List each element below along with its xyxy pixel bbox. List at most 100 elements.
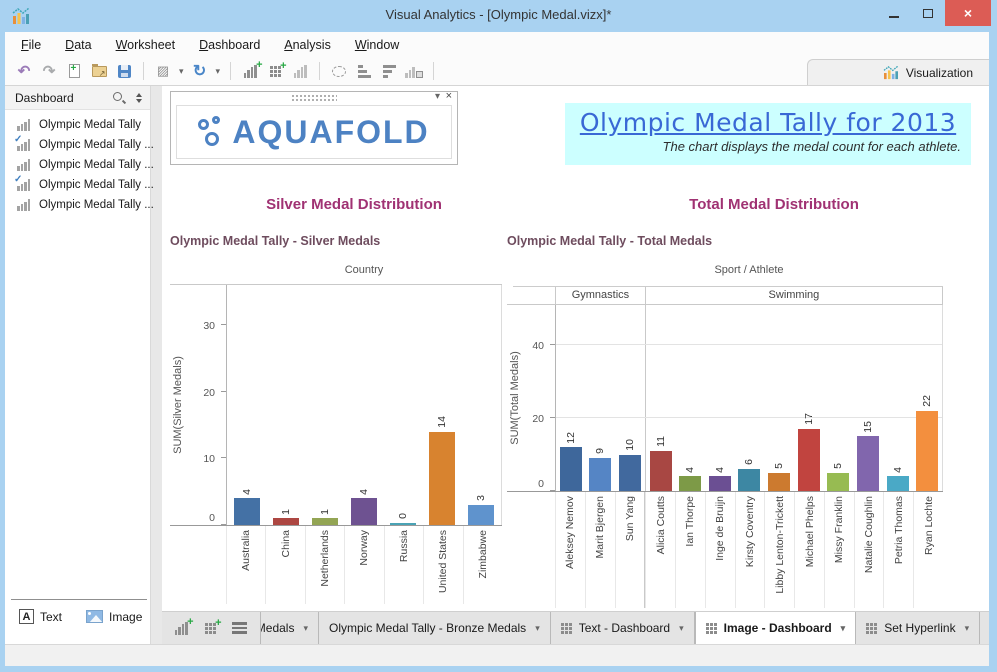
redo-icon[interactable]: ↷ xyxy=(42,63,56,80)
sidebar-item-5[interactable]: Olympic Medal Tally ... xyxy=(5,195,154,215)
menu-window[interactable]: Window xyxy=(354,37,400,52)
bar-china[interactable] xyxy=(272,518,299,525)
menu-analysis[interactable]: Analysis xyxy=(284,37,331,52)
drag-handle-icon[interactable] xyxy=(291,94,337,103)
new-dashboard-tab-icon[interactable]: + xyxy=(201,617,222,638)
bar-alicia-coutts[interactable] xyxy=(649,450,672,491)
bar-libby-lenton-trickett[interactable] xyxy=(768,472,791,491)
category-label: Natalie Coughlin xyxy=(863,496,876,574)
category-label: Alicia Coutts xyxy=(654,496,667,555)
format-icon[interactable]: ▨ xyxy=(156,63,170,78)
new-worksheet-tab-icon[interactable]: + xyxy=(172,616,194,638)
tab-olympic-medal-tally-bronze-medals[interactable]: Olympic Medal Tally - Bronze Medals ▾ xyxy=(319,612,551,644)
menu-file[interactable]: File xyxy=(21,37,42,52)
sort-ascending-icon[interactable] xyxy=(355,61,373,81)
new-file-icon[interactable] xyxy=(65,61,83,81)
tab-label: Set Hyperlink xyxy=(884,621,956,636)
add-dashboard-icon[interactable]: + xyxy=(266,60,287,81)
tab-dropdown-caret-icon[interactable]: ▾ xyxy=(679,622,684,633)
tab-dropdown-caret-icon[interactable]: ▾ xyxy=(964,622,970,633)
worksheet-chart-icon xyxy=(17,159,32,171)
bar-value-label: 4 xyxy=(684,466,697,473)
category-label: Libby Lenton-Trickett xyxy=(773,496,786,594)
sidebar-item-3[interactable]: Olympic Medal Tally ... xyxy=(5,155,154,175)
bar-zimbabwe[interactable] xyxy=(468,505,495,525)
dashboard-title-widget[interactable]: Olympic Medal Tally for 2013 The chart d… xyxy=(565,103,971,165)
y-tick-label: 0 xyxy=(538,478,544,490)
minimize-button[interactable] xyxy=(877,0,911,26)
format-dropdown-caret-icon[interactable]: ▾ xyxy=(179,65,184,76)
bar-aleksey-nemov[interactable] xyxy=(559,447,582,491)
sidebar-item-1[interactable]: Olympic Medal Tally xyxy=(5,115,150,135)
bar-ryan-lochte[interactable] xyxy=(916,410,939,491)
worksheet-chart-icon xyxy=(17,119,32,131)
add-worksheet-icon[interactable]: + xyxy=(241,59,263,81)
sidebar-item-label: Olympic Medal Tally xyxy=(39,119,142,131)
panel-title: Dashboard xyxy=(15,90,74,105)
export-chart-icon[interactable] xyxy=(405,61,423,81)
widget-menu-caret-icon[interactable]: ▾ xyxy=(434,91,440,102)
panel-splitter[interactable] xyxy=(151,86,162,644)
y-axis-title: SUM(Total Medals) xyxy=(509,351,521,445)
widget-close-icon[interactable]: × xyxy=(445,90,452,102)
sidebar-item-2[interactable]: ✓ Olympic Medal Tally ... xyxy=(5,134,154,155)
gridline xyxy=(556,344,942,346)
sheet-list-icon[interactable] xyxy=(230,618,248,638)
tab-set-hyperlink[interactable]: Set Hyperlink ▾ xyxy=(856,612,981,644)
bar-netherlands[interactable] xyxy=(311,518,338,525)
bar-sun-yang[interactable] xyxy=(619,454,642,491)
sort-toggle-icon[interactable] xyxy=(136,92,142,103)
logo-widget[interactable]: ▾ × AQUAFOLD xyxy=(170,90,458,165)
bar-united-states[interactable] xyxy=(429,431,456,525)
bar-ian-thorpe[interactable] xyxy=(679,476,702,491)
text-widget-button[interactable]: A Text xyxy=(19,609,62,624)
group-label: Gymnastics xyxy=(571,289,630,301)
visualization-tab[interactable]: Visualization xyxy=(807,59,989,85)
menu-data[interactable]: Data xyxy=(65,37,92,52)
bar-norway[interactable] xyxy=(350,498,377,525)
bar-petria-thomas[interactable] xyxy=(886,476,909,491)
tab-image-dashboard[interactable]: Image - Dashboard ▾ xyxy=(694,612,857,644)
category-axis: Australia China Netherlands Norway Russia Uni… xyxy=(226,526,502,604)
bar-value-label: 22 xyxy=(921,395,934,407)
image-icon xyxy=(86,610,104,623)
category-label: Missy Franklin xyxy=(833,496,846,564)
refresh-dropdown-caret-icon[interactable]: ▾ xyxy=(215,65,221,76)
tab-text-dashboard[interactable]: Text - Dashboard ▾ xyxy=(551,612,695,644)
bar-chart-icon[interactable] xyxy=(291,61,309,81)
image-widget-button[interactable]: Image xyxy=(86,609,142,624)
bar-kirsty-coventry[interactable] xyxy=(738,469,761,491)
bar-inge-de-bruijn[interactable] xyxy=(708,476,731,491)
search-icon[interactable] xyxy=(112,91,126,105)
menu-worksheet[interactable]: Worksheet xyxy=(115,37,176,52)
bar-michael-phelps[interactable] xyxy=(797,429,820,491)
refresh-icon[interactable]: ↻ xyxy=(192,63,207,80)
tab-dropdown-caret-icon[interactable]: ▾ xyxy=(535,622,540,633)
bar-value-label: 3 xyxy=(475,495,488,501)
bar-australia[interactable] xyxy=(233,498,260,525)
category-label: Zimbabwe xyxy=(476,530,489,579)
undo-icon[interactable]: ↶ xyxy=(17,63,31,80)
tab-dropdown-caret-icon[interactable]: ▾ xyxy=(840,622,846,633)
menu-dashboard[interactable]: Dashboard xyxy=(199,37,261,52)
category-axis: Aleksey Nemov Marit Bjergen Sun Yang Alicia… xyxy=(555,492,943,608)
bar-natalie-coughlin[interactable] xyxy=(856,436,879,491)
app-logo-icon xyxy=(12,7,30,25)
y-tick-label: 20 xyxy=(203,386,215,399)
close-button[interactable]: × xyxy=(945,0,991,26)
bar-marit-bjergen[interactable] xyxy=(589,458,612,491)
sort-descending-icon[interactable] xyxy=(380,61,398,81)
save-icon[interactable] xyxy=(115,61,133,81)
chart-title: Olympic Medal Tally - Silver Medals xyxy=(170,234,381,248)
tab-medals[interactable]: Medals ▾ xyxy=(261,612,319,644)
tab-dropdown-caret-icon[interactable]: ▾ xyxy=(303,622,308,633)
maximize-button[interactable] xyxy=(911,0,945,26)
sidebar-item-4[interactable]: ✓ Olympic Medal Tally ... xyxy=(5,174,154,195)
category-label: Norway xyxy=(358,530,371,566)
open-folder-icon[interactable] xyxy=(90,61,108,81)
bar-missy-franklin[interactable] xyxy=(827,472,850,491)
category-label: Netherlands xyxy=(319,530,332,587)
bar-russia[interactable] xyxy=(390,523,417,525)
y-axis: SUM(Total Medals) 0 20 40 xyxy=(507,305,555,491)
lasso-select-icon[interactable] xyxy=(330,61,348,81)
